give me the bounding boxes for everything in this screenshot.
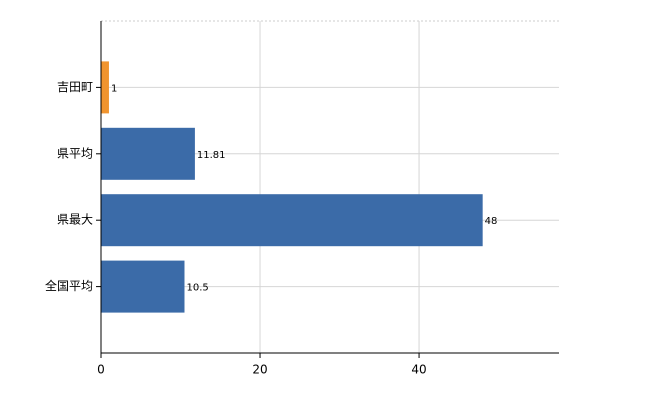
bar bbox=[101, 194, 483, 247]
x-tick-label: 20 bbox=[252, 363, 267, 377]
x-tick-label: 40 bbox=[411, 363, 426, 377]
bar bbox=[101, 127, 195, 180]
value-label: 11.81 bbox=[197, 150, 226, 161]
value-label: 10.5 bbox=[186, 283, 208, 294]
y-tick-label: 全国平均 bbox=[45, 278, 93, 293]
x-tick-label: 0 bbox=[97, 363, 105, 377]
y-tick-label: 吉田町 bbox=[57, 80, 93, 94]
bar bbox=[101, 260, 185, 313]
y-tick-label: 県平均 bbox=[57, 146, 93, 160]
bar bbox=[101, 61, 109, 114]
value-label: 1 bbox=[111, 83, 117, 94]
y-tick-label: 県最大 bbox=[57, 213, 93, 227]
value-label: 48 bbox=[485, 216, 498, 227]
